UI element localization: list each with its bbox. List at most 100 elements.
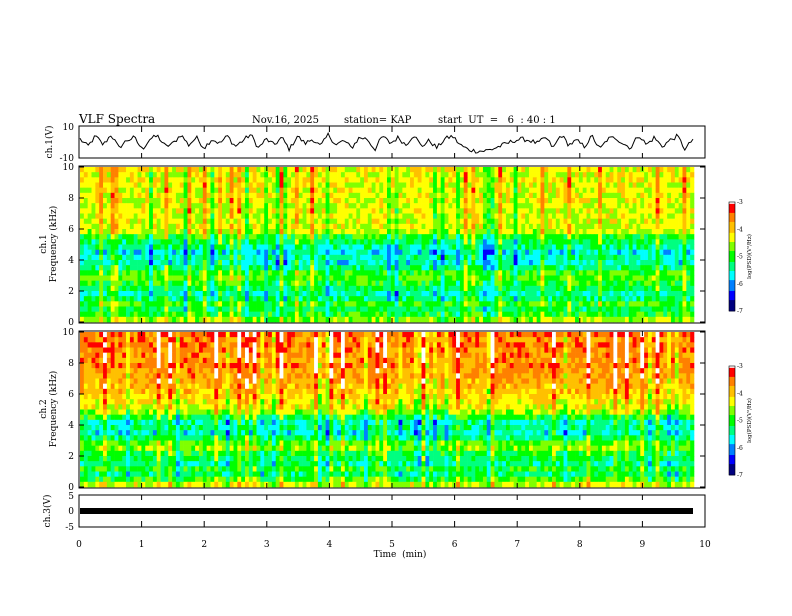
spectrogram-cell bbox=[464, 234, 468, 239]
spectrogram-cell bbox=[249, 255, 253, 260]
spectrogram-cell bbox=[161, 198, 165, 203]
spectrogram-cell bbox=[456, 234, 460, 239]
spectrogram-cell bbox=[399, 167, 403, 172]
spectrogram-cell bbox=[594, 296, 598, 301]
spectrogram-cell bbox=[471, 317, 475, 322]
spectrogram-cell bbox=[575, 250, 579, 255]
spectrogram-cell bbox=[145, 234, 149, 239]
spectrogram-cell bbox=[418, 208, 422, 213]
spectrogram-cell bbox=[656, 265, 660, 270]
spectrogram-cell bbox=[460, 286, 464, 291]
spectrogram-cell bbox=[226, 229, 230, 234]
spectrogram-cell bbox=[299, 183, 303, 188]
spectrogram-cell bbox=[564, 296, 568, 301]
spectrogram-cell bbox=[268, 172, 272, 177]
spectrogram-cell bbox=[230, 198, 234, 203]
spectrogram-cell bbox=[80, 193, 84, 198]
spectrogram-cell bbox=[291, 203, 295, 208]
spectrogram-cell bbox=[126, 245, 130, 250]
spectrogram-cell bbox=[636, 183, 640, 188]
spectrogram-cell bbox=[594, 250, 598, 255]
spectrogram-cell bbox=[295, 224, 299, 229]
spectrogram-cell bbox=[295, 307, 299, 312]
spectrogram-cell bbox=[257, 255, 261, 260]
spectrogram-cell bbox=[368, 317, 372, 322]
spectrogram-cell bbox=[517, 167, 521, 172]
spectrogram-cell bbox=[433, 312, 437, 317]
spectrogram-cell bbox=[115, 245, 119, 250]
spectrogram-cell bbox=[548, 260, 552, 265]
spectrogram-cell bbox=[671, 265, 675, 270]
spectrogram-cell bbox=[372, 177, 376, 182]
spectrogram-cell bbox=[149, 214, 153, 219]
spectrogram-cell bbox=[460, 245, 464, 250]
spectrogram-cell bbox=[594, 307, 598, 312]
spectrogram-cell bbox=[118, 229, 122, 234]
spectrogram-cell bbox=[679, 281, 683, 286]
spectrogram-cell bbox=[656, 301, 660, 306]
spectrogram-cell bbox=[383, 296, 387, 301]
spectrogram-cell bbox=[686, 255, 690, 260]
spectrogram-cell bbox=[184, 177, 188, 182]
spectrogram-cell bbox=[226, 183, 230, 188]
spectrogram-cell bbox=[372, 281, 376, 286]
spectrogram-cell bbox=[494, 167, 498, 172]
spectrogram-cell bbox=[218, 214, 222, 219]
spectrogram-cell bbox=[456, 312, 460, 317]
spectrogram-cell bbox=[322, 193, 326, 198]
spectrogram-cell bbox=[548, 301, 552, 306]
spectrogram-cell bbox=[349, 291, 353, 296]
spectrogram-cell bbox=[629, 229, 633, 234]
spectrogram-cell bbox=[241, 312, 245, 317]
spectrogram-cell bbox=[514, 245, 518, 250]
spectrogram-cell bbox=[659, 214, 663, 219]
spectrogram-cell bbox=[95, 291, 99, 296]
spectrogram-cell bbox=[149, 332, 153, 337]
spectrogram-cell bbox=[134, 239, 138, 244]
spectrogram-cell bbox=[153, 188, 157, 193]
spectrogram-cell bbox=[176, 219, 180, 224]
spectrogram-cell bbox=[130, 270, 134, 275]
spectrogram-cell bbox=[414, 234, 418, 239]
spectrogram-cell bbox=[391, 203, 395, 208]
spectrogram-cell bbox=[667, 307, 671, 312]
spectrogram-cell bbox=[306, 250, 310, 255]
spectrogram-cell bbox=[606, 291, 610, 296]
spectrogram-cell bbox=[448, 296, 452, 301]
spectrogram-cell bbox=[161, 301, 165, 306]
spectrogram-cell bbox=[402, 307, 406, 312]
spectrogram-cell bbox=[280, 265, 284, 270]
spectrogram-cell bbox=[268, 260, 272, 265]
spectrogram-cell bbox=[456, 167, 460, 172]
spectrogram-cell bbox=[510, 198, 514, 203]
spectrogram-cell bbox=[610, 265, 614, 270]
spectrogram-cell bbox=[230, 281, 234, 286]
spectrogram-cell bbox=[306, 260, 310, 265]
spectrogram-cell bbox=[164, 286, 168, 291]
spectrogram-cell bbox=[682, 172, 686, 177]
spectrogram-cell bbox=[191, 301, 195, 306]
spectrogram-cell bbox=[352, 291, 356, 296]
spectrogram-cell bbox=[126, 286, 130, 291]
spectrogram-cell bbox=[659, 286, 663, 291]
spectrogram-cell bbox=[410, 255, 414, 260]
spectrogram-cell bbox=[107, 276, 111, 281]
spectrogram-cell bbox=[130, 183, 134, 188]
spectrogram-cell bbox=[429, 208, 433, 213]
spectrogram-cell bbox=[468, 286, 472, 291]
spectrogram-cell bbox=[322, 219, 326, 224]
spectrogram-cell bbox=[145, 296, 149, 301]
spectrogram-cell bbox=[391, 296, 395, 301]
spectrogram-cell bbox=[498, 281, 502, 286]
spectrogram-cell bbox=[92, 291, 96, 296]
spectrogram-cell bbox=[149, 296, 153, 301]
spectrogram-cell bbox=[134, 219, 138, 224]
spectrogram-cell bbox=[207, 208, 211, 213]
spectrogram-cell bbox=[329, 183, 333, 188]
spectrogram-cell bbox=[276, 296, 280, 301]
spectrogram-cell bbox=[633, 286, 637, 291]
spectrogram-cell bbox=[533, 224, 537, 229]
spectrogram-cell bbox=[299, 270, 303, 275]
spectrogram-cell bbox=[686, 183, 690, 188]
spectrogram-cell bbox=[364, 301, 368, 306]
